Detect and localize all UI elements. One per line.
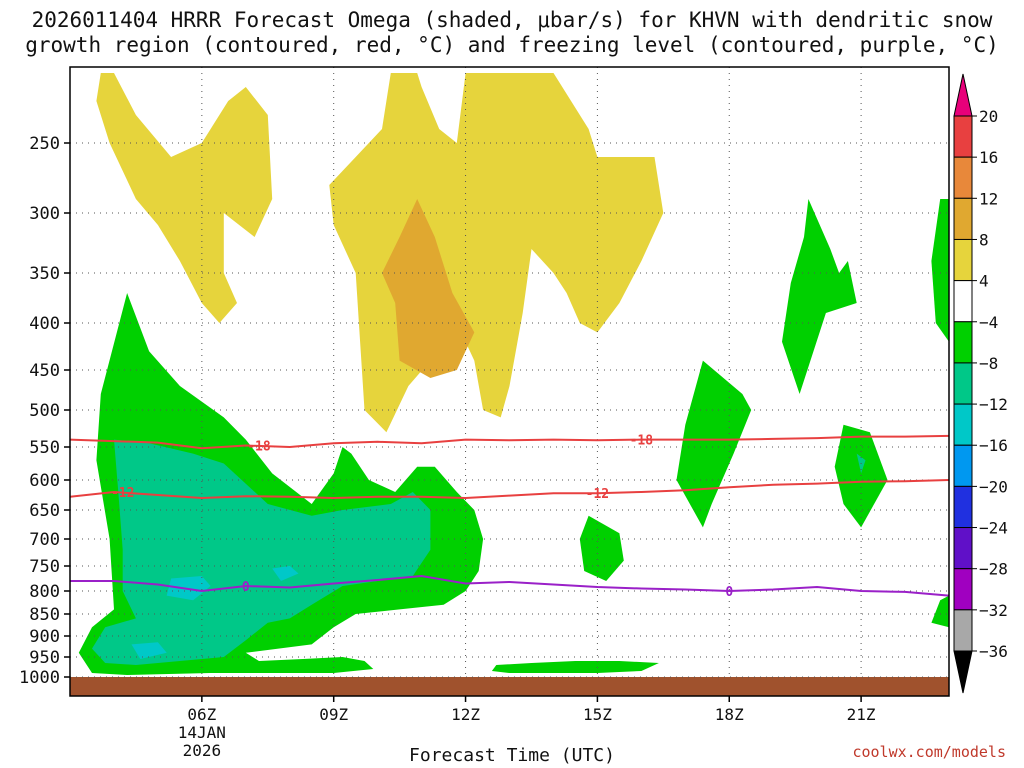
- omega-green-right-2: [782, 199, 857, 394]
- colorbar-label: 12: [979, 189, 998, 208]
- colorbar-box: [953, 485, 973, 529]
- x-tick-label: 09Z: [319, 705, 348, 724]
- colorbar-label: 16: [979, 148, 998, 167]
- colorbar-label: −20: [979, 477, 1008, 496]
- y-tick-label: 600: [29, 471, 60, 491]
- colorbar-label: −4: [979, 313, 998, 332]
- y-tick-label: 300: [29, 204, 60, 224]
- omega-green-mid-center: [579, 515, 624, 581]
- y-tick-label: 850: [29, 605, 60, 625]
- colorbar-bottom-arrow: [953, 650, 973, 694]
- colorbar-box: [953, 444, 973, 487]
- colorbar-box: [953, 238, 973, 282]
- y-tick-label: 400: [29, 314, 60, 334]
- plot-frame: [69, 66, 950, 697]
- contour-label: -18: [630, 434, 654, 449]
- colorbar-label: −8: [979, 354, 998, 373]
- colorbar-label: −28: [979, 560, 1008, 579]
- colorbar-box: [953, 280, 973, 323]
- omega-orange-center: [382, 199, 475, 378]
- colorbar-box: [953, 403, 973, 446]
- omega-yellow-upper-left: [96, 73, 273, 323]
- x-axis-title: Forecast Time (UTC): [409, 745, 615, 766]
- colorbar-box: [953, 156, 973, 199]
- x-tick-sublabel: 2026: [183, 741, 222, 760]
- omega-green-right-edge-low: [931, 595, 949, 628]
- y-tick-label: 900: [29, 627, 60, 647]
- colorbar-box: [953, 321, 973, 364]
- contour-label: -12: [586, 487, 609, 502]
- omega-green-right-edge: [931, 199, 949, 342]
- contour-0: [70, 574, 949, 597]
- y-tick-label: 350: [29, 264, 60, 284]
- y-tick-label: 700: [29, 530, 60, 550]
- colorbar-label: 8: [979, 230, 989, 249]
- y-tick-label: 650: [29, 501, 60, 521]
- omega-green-bottom-center: [491, 661, 659, 673]
- colorbar-box: [953, 197, 973, 240]
- contour-label: 0: [242, 580, 250, 595]
- credit-link[interactable]: coolwx.com/models: [852, 743, 1006, 761]
- colorbar-label: −16: [979, 436, 1008, 455]
- contour--12: [70, 479, 949, 500]
- x-tick-label: 21Z: [847, 705, 876, 724]
- y-tick-label: 550: [29, 438, 60, 458]
- contour-label: 0: [725, 585, 733, 600]
- colorbar-box: [953, 568, 973, 611]
- x-tick-label: 18Z: [715, 705, 744, 724]
- omega-green-right-3: [834, 424, 888, 528]
- chart-title-line-2: growth region (contoured, red, °C) and f…: [25, 33, 999, 57]
- colorbar-label: −24: [979, 519, 1008, 538]
- colorbar-label: −32: [979, 601, 1008, 620]
- omega-yellow-upper-center: [329, 73, 664, 433]
- colorbar-top-arrow: [953, 73, 973, 117]
- colorbar-box: [953, 527, 973, 570]
- x-tick-label: 06Z: [187, 705, 216, 724]
- x-tick-label: 12Z: [451, 705, 480, 724]
- y-tick-label: 750: [29, 557, 60, 577]
- colorbar-label: −12: [979, 395, 1008, 414]
- omega-cyan-spot-3: [131, 642, 167, 659]
- y-tick-label: 500: [29, 401, 60, 421]
- y-tick-label: 1000: [19, 668, 60, 688]
- contour--18: [70, 434, 949, 450]
- contour-label: -12: [111, 486, 134, 501]
- colorbar-label: 20: [979, 107, 998, 126]
- omega-cyan-spot-2: [272, 566, 299, 581]
- colorbar-label: −36: [979, 642, 1008, 661]
- plot-area: -18 -18 -12 -12 0 0: [70, 67, 949, 696]
- y-tick-label: 800: [29, 582, 60, 602]
- y-tick-label: 450: [29, 361, 60, 381]
- colorbar-box: [953, 362, 973, 405]
- x-tick-sublabel: 14JAN: [178, 723, 226, 742]
- contour-label: -18: [247, 440, 271, 455]
- colorbar-box: [953, 115, 973, 158]
- y-tick-label: 250: [29, 134, 60, 154]
- chart-title-line-1: 2026011404 HRRR Forecast Omega (shaded, …: [31, 8, 993, 32]
- x-tick-label: 15Z: [583, 705, 612, 724]
- ground-strip: [70, 677, 949, 696]
- colorbar-label: 4: [979, 272, 989, 291]
- y-tick-label: 950: [29, 648, 60, 668]
- omega-green-right-1: [676, 360, 752, 528]
- colorbar-box: [953, 609, 973, 652]
